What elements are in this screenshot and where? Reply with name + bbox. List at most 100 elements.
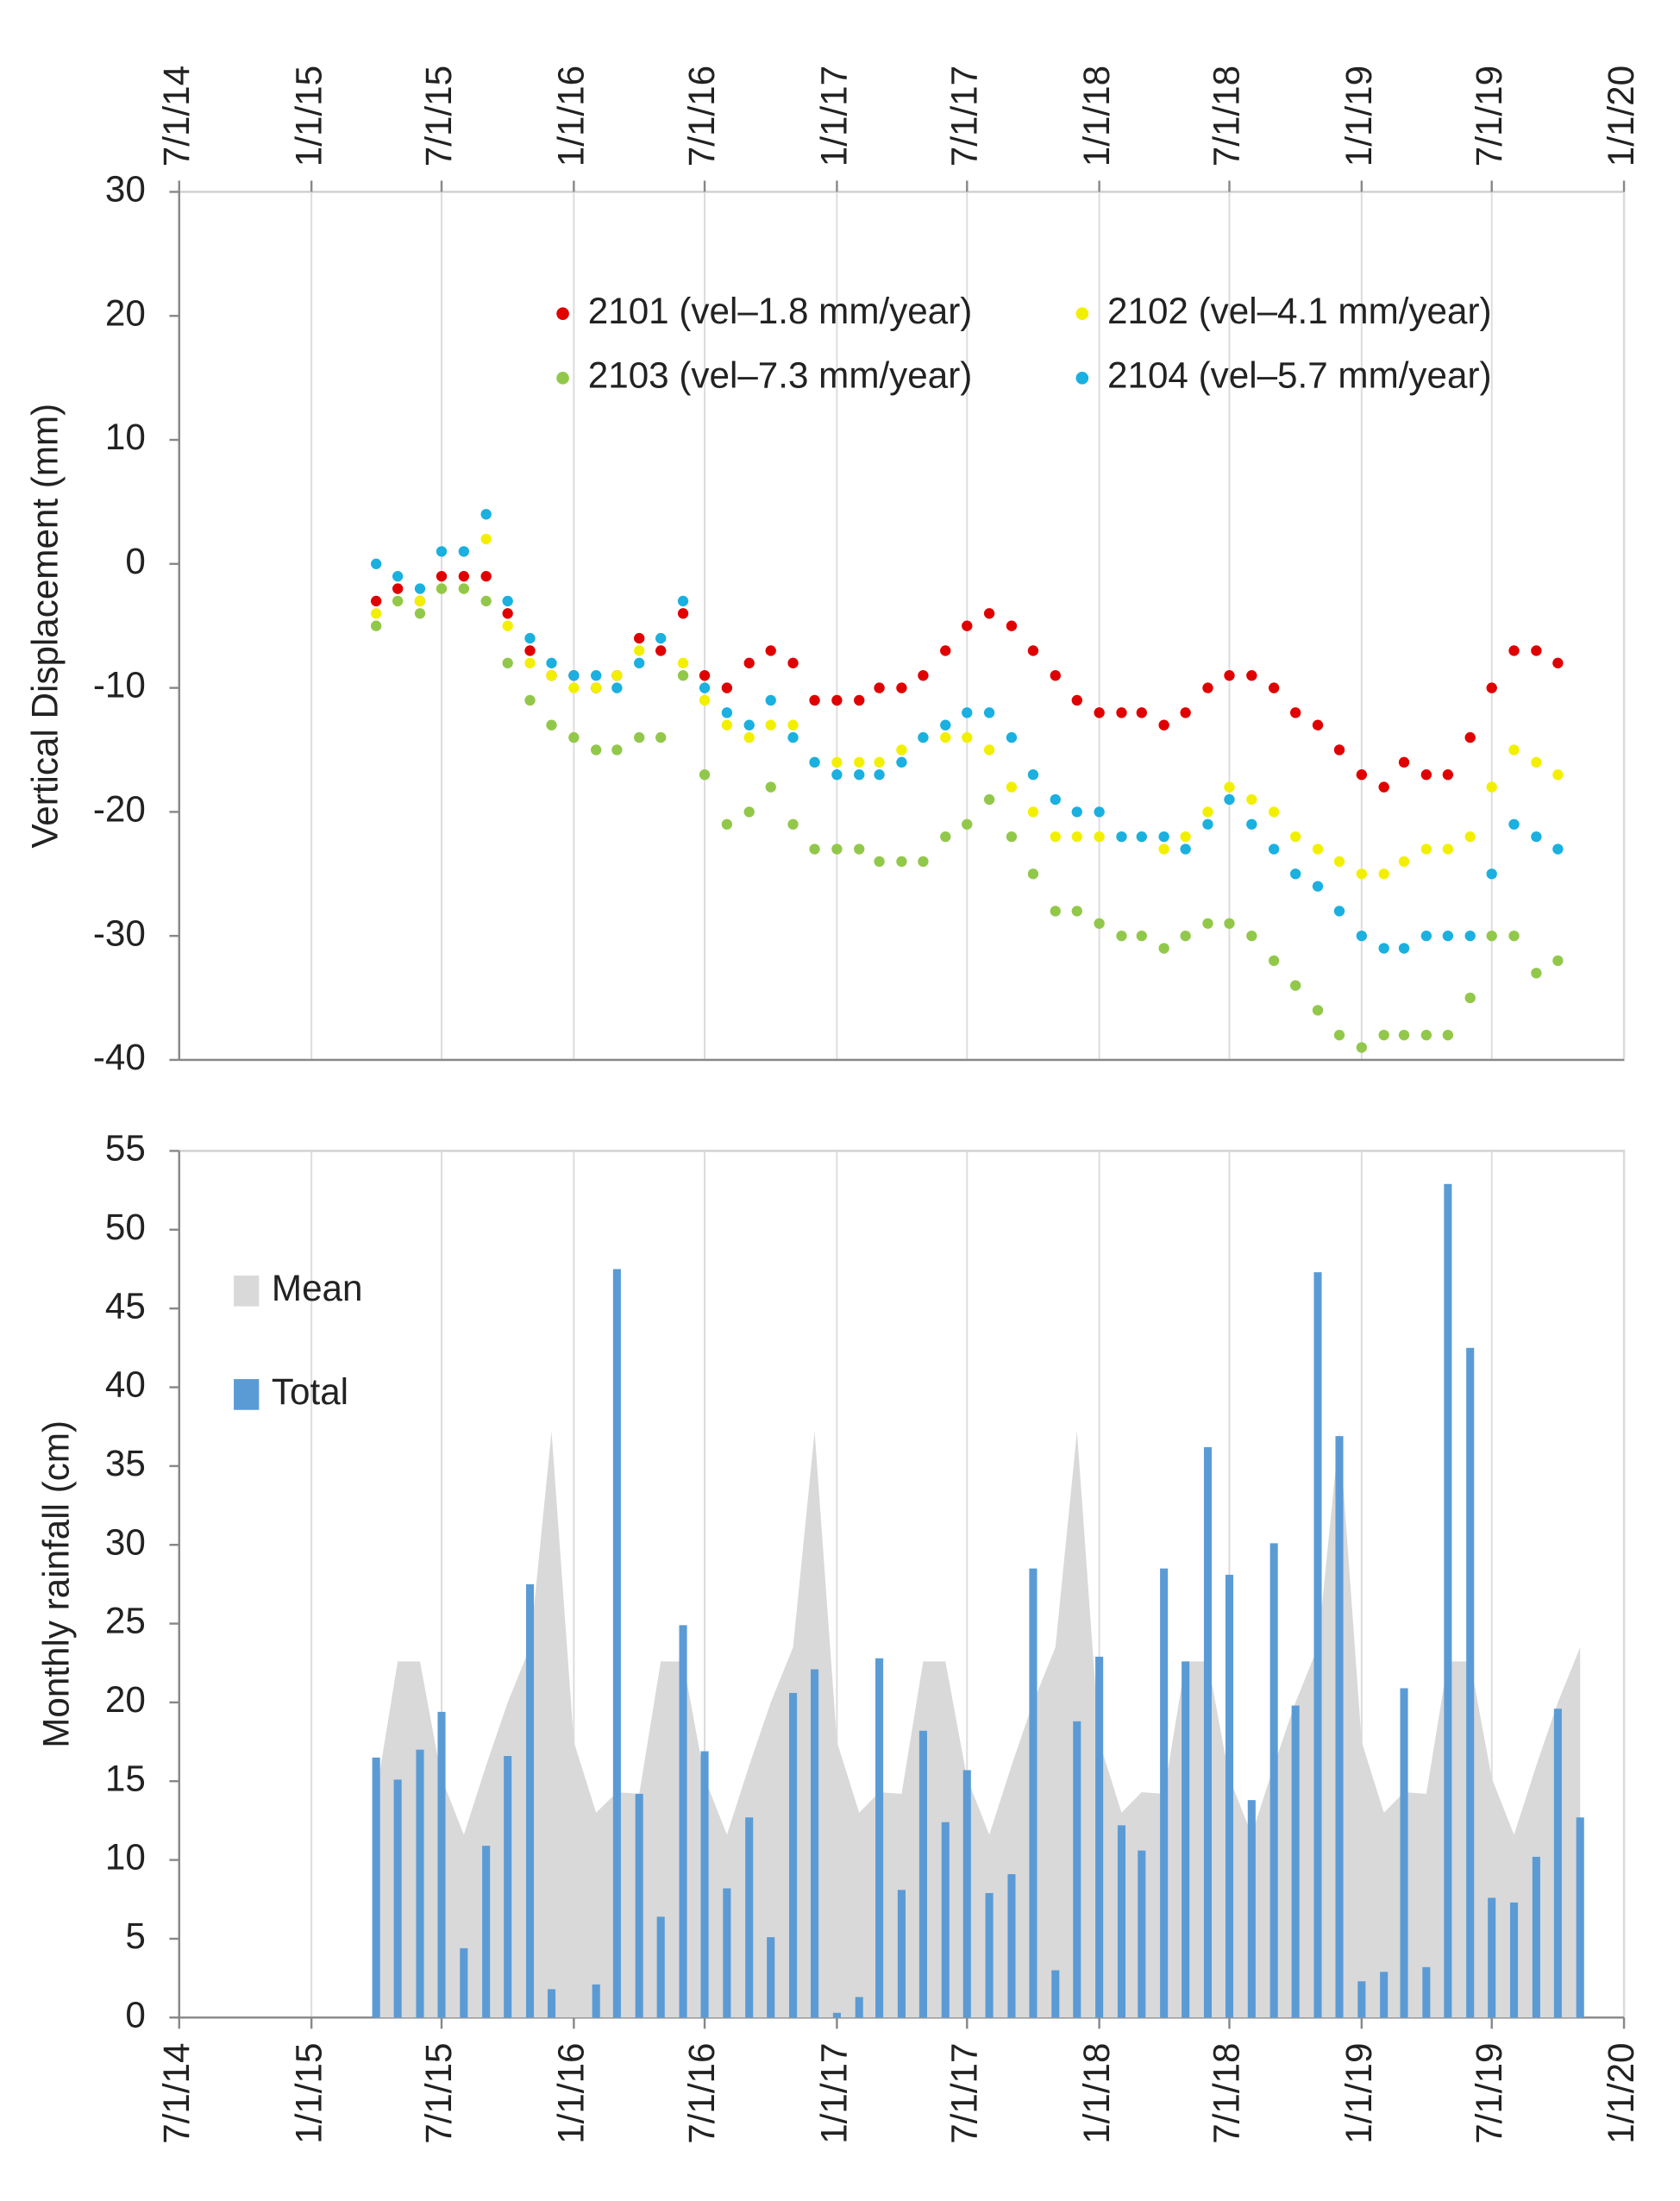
point (787, 719, 799, 731)
point (1116, 930, 1127, 942)
point (765, 645, 776, 656)
point (962, 707, 973, 718)
point (1420, 843, 1432, 855)
point (1398, 1029, 1410, 1041)
point (1312, 843, 1324, 855)
point (634, 632, 645, 644)
bar (1051, 1970, 1060, 2018)
point (874, 682, 885, 693)
point (1268, 843, 1280, 855)
legend-marker (556, 307, 569, 320)
bar (525, 1583, 535, 2018)
point (1094, 707, 1105, 718)
x-tick-label: 7/1/18 (1207, 66, 1247, 166)
point (1508, 818, 1520, 830)
y-axis-title: Monthly rainfall (cm) (35, 1420, 76, 1748)
point (940, 719, 951, 731)
bar (656, 1916, 665, 2018)
point (896, 744, 907, 756)
point (1246, 818, 1257, 830)
point (1050, 670, 1061, 681)
bar (679, 1625, 687, 2018)
bar (372, 1757, 380, 2018)
x-tick-label: 1/1/16 (551, 66, 592, 166)
point (392, 595, 404, 607)
legend-label: Total (272, 1371, 348, 1412)
point (1356, 1042, 1368, 1053)
point (1552, 955, 1564, 967)
point (1486, 868, 1497, 880)
point (918, 670, 929, 681)
bar (393, 1779, 402, 2018)
point (1398, 756, 1410, 768)
bar (437, 1711, 446, 2018)
y-tick-label: 20 (105, 292, 146, 333)
point (721, 707, 733, 718)
point (874, 769, 885, 781)
point (1050, 793, 1061, 806)
legend-label: 2104 (vel–5.7 mm/year) (1107, 355, 1492, 396)
point (1180, 831, 1191, 843)
point (854, 756, 865, 768)
point (1442, 1029, 1454, 1041)
bar (767, 1937, 775, 2018)
point (854, 694, 865, 706)
bar (635, 1793, 643, 2018)
point (940, 645, 951, 656)
point (1180, 707, 1191, 718)
bar (1291, 1705, 1300, 2018)
y-tick-label: 30 (105, 1521, 146, 1562)
point (458, 546, 470, 557)
point (370, 620, 382, 631)
point (1202, 918, 1213, 929)
point (874, 856, 885, 868)
point (502, 657, 513, 668)
x-tick-label: 1/1/18 (1076, 2043, 1117, 2144)
point (480, 595, 492, 607)
point (1508, 930, 1520, 942)
x-tick-label: 1/1/20 (1601, 66, 1641, 166)
point (1246, 930, 1257, 942)
bar (1073, 1721, 1081, 2018)
y-tick-label: -10 (93, 665, 146, 705)
point (1356, 868, 1368, 880)
bar (875, 1658, 884, 2018)
point (1158, 943, 1169, 954)
point (1268, 955, 1280, 967)
point (1050, 831, 1061, 843)
point (436, 571, 448, 582)
bar (897, 1890, 906, 2018)
point (1552, 657, 1564, 668)
y-tick-label: 30 (105, 169, 146, 210)
bar (832, 2012, 841, 2018)
point (677, 670, 689, 681)
point (721, 818, 733, 830)
bar (504, 1756, 512, 2018)
point (918, 731, 929, 743)
point (1552, 843, 1564, 855)
point (765, 781, 776, 793)
bar (1029, 1568, 1037, 2018)
legend-label: 2101 (vel–1.8 mm/year) (588, 291, 973, 331)
bar (1335, 1436, 1344, 2018)
point (1312, 719, 1324, 731)
point (414, 595, 426, 607)
point (1027, 806, 1039, 818)
point (743, 657, 755, 668)
point (1442, 769, 1454, 781)
point (1136, 707, 1147, 718)
bar (547, 1989, 556, 2018)
point (1420, 1029, 1432, 1041)
x-tick-label: 7/1/17 (943, 2043, 984, 2144)
bar (1576, 1817, 1584, 2018)
point (721, 682, 733, 693)
y-tick-label: 45 (105, 1285, 146, 1326)
point (1071, 806, 1082, 818)
point (1464, 992, 1476, 1004)
point (854, 843, 865, 855)
point (1312, 881, 1324, 892)
y-tick-label: -30 (93, 912, 146, 953)
point (1027, 645, 1039, 656)
point (1224, 793, 1235, 806)
point (1268, 682, 1280, 693)
